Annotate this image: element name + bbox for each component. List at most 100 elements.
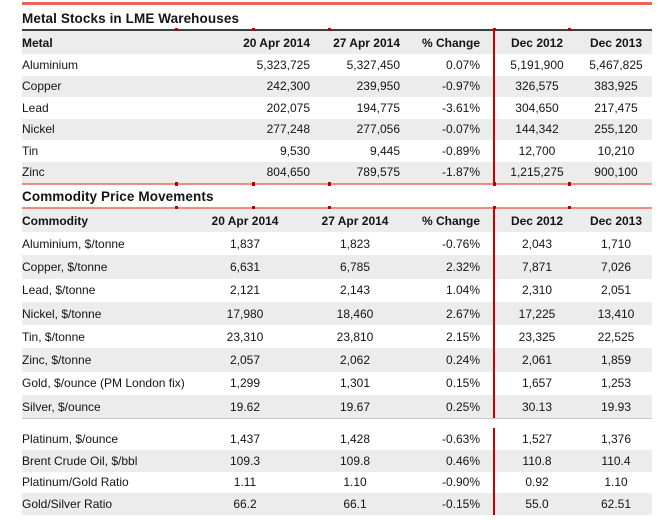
cell: 9,530 <box>279 143 310 158</box>
cell: 7,026 <box>600 259 632 274</box>
cell: 30.13 <box>521 399 553 414</box>
cell: 22,525 <box>597 329 635 344</box>
cell: 19.93 <box>600 399 632 414</box>
column-tick <box>252 182 255 186</box>
cell: 109.3 <box>229 453 261 468</box>
cell: 277,056 <box>356 122 400 137</box>
cell: 110.4 <box>601 453 631 468</box>
cell: 1.11 <box>233 475 257 490</box>
cell: 0.15% <box>445 376 480 391</box>
cell: 1,301 <box>339 376 371 391</box>
cell: Nickel, $/tonne <box>22 306 102 321</box>
cell: -0.15% <box>441 496 480 511</box>
cell: 1,859 <box>600 353 632 368</box>
cell: 12,700 <box>518 143 556 158</box>
cell: Copper, $/tonne <box>22 259 108 274</box>
column-tick <box>568 28 571 32</box>
table-row: Nickel 277,248 277,056 -0.07% 144,342 255,120 <box>22 118 652 140</box>
cell: 1,253 <box>600 376 632 391</box>
cell: 1,710 <box>600 236 632 251</box>
cell: 255,120 <box>594 122 638 137</box>
cell: 17,225 <box>518 306 556 321</box>
column-tick <box>175 28 178 32</box>
column-tick <box>328 28 331 32</box>
metal-stocks-title: Metal Stocks in LME Warehouses <box>22 10 240 26</box>
header-cell: Commodity <box>22 213 88 228</box>
cell: Brent Crude Oil, $/bbl <box>22 453 138 468</box>
cell: 1,299 <box>229 376 261 391</box>
cell: 217,475 <box>594 100 638 115</box>
cell: 1,376 <box>600 432 632 447</box>
column-tick <box>252 28 255 32</box>
cell: 242,300 <box>266 79 310 94</box>
top-border-rule <box>22 2 652 5</box>
cell: -0.07% <box>441 122 480 137</box>
column-tick <box>568 206 571 210</box>
cell: 383,925 <box>594 79 638 94</box>
cell: 110.8 <box>522 453 552 468</box>
table-row: Nickel, $/tonne 17,980 18,460 2.67% 17,225 13… <box>22 301 652 326</box>
cell: 19.67 <box>339 399 371 414</box>
cell: 804,650 <box>266 165 310 180</box>
cell: Aluminium, $/tonne <box>22 236 125 251</box>
table-row: Aluminium, $/tonne 1,837 1,823 -0.76% 2,043 1… <box>22 232 652 255</box>
column-separator-line <box>493 209 495 419</box>
cell: 19.62 <box>229 399 261 414</box>
header-cell: Dec 2012 <box>510 35 564 50</box>
header-cell: Dec 2013 <box>589 35 643 50</box>
cell: 109.8 <box>339 453 371 468</box>
cell: 2,121 <box>229 283 261 298</box>
section-divider-rule <box>22 418 652 420</box>
cell: 23,310 <box>226 329 264 344</box>
table-row: Lead, $/tonne 2,121 2,143 1.04% 2,310 2,051 <box>22 279 652 302</box>
cell: 0.46% <box>445 453 480 468</box>
commodity-prices-table: Commodity 20 Apr 2014 27 Apr 2014 % Change D… <box>22 209 652 419</box>
title-underline-rule <box>22 28 652 32</box>
cell: 23,325 <box>518 329 556 344</box>
cell: Lead, $/tonne <box>22 283 96 298</box>
cell: 2.32% <box>445 259 480 274</box>
cell: Lead <box>22 100 49 115</box>
cell: 2,310 <box>521 283 553 298</box>
cell: 2,143 <box>339 283 371 298</box>
header-cell: Metal <box>22 35 53 50</box>
cell: 1.04% <box>445 283 480 298</box>
header-cell: % Change <box>421 213 480 228</box>
table-row: Platinum/Gold Ratio 1.11 1.10 -0.90% 0.92 1.1… <box>22 472 652 494</box>
cell: 6,631 <box>229 259 261 274</box>
cell: 66.2 <box>233 496 257 511</box>
header-cell: 27 Apr 2014 <box>333 35 400 50</box>
cell: 2.15% <box>445 329 480 344</box>
header-row: Metal 20 Apr 2014 27 Apr 2014 % Change Dec 2… <box>22 31 652 54</box>
cell: 2.67% <box>445 306 480 321</box>
cell: 144,342 <box>515 122 559 137</box>
cell: 1,657 <box>521 376 553 391</box>
cell: 13,410 <box>597 306 635 321</box>
cell: Silver, $/ounce <box>22 399 101 414</box>
cell: Zinc, $/tonne <box>22 353 92 368</box>
cell: Tin <box>22 143 39 158</box>
cell: 326,575 <box>515 79 559 94</box>
cell: 5,467,825 <box>589 57 643 72</box>
cell: 66.1 <box>343 496 367 511</box>
cell: 789,575 <box>356 165 400 180</box>
table-row: Platinum, $/ounce 1,437 1,428 -0.63% 1,527 1,… <box>22 428 652 450</box>
cell: 0.07% <box>445 57 480 72</box>
cell: 194,775 <box>356 100 400 115</box>
cell: 2,062 <box>339 353 371 368</box>
cell: 202,075 <box>266 100 310 115</box>
cell: 10,210 <box>597 143 635 158</box>
cell: Platinum/Gold Ratio <box>22 475 129 490</box>
cell: -0.90% <box>441 475 480 490</box>
header-cell: Dec 2013 <box>589 213 643 228</box>
cell: 2,057 <box>229 353 261 368</box>
cell: -0.97% <box>441 79 480 94</box>
table-row: Tin 9,530 9,445 -0.89% 12,700 10,210 <box>22 140 652 162</box>
cell: Aluminium <box>22 57 79 72</box>
cell: 1,428 <box>339 432 371 447</box>
table-row: Lead 202,075 194,775 -3.61% 304,650 217,475 <box>22 97 652 119</box>
cell: 900,100 <box>594 165 638 180</box>
cell: 5,191,900 <box>510 57 564 72</box>
metal-stocks-table: Metal 20 Apr 2014 27 Apr 2014 % Change Dec 2… <box>22 31 652 183</box>
column-tick <box>568 182 571 186</box>
